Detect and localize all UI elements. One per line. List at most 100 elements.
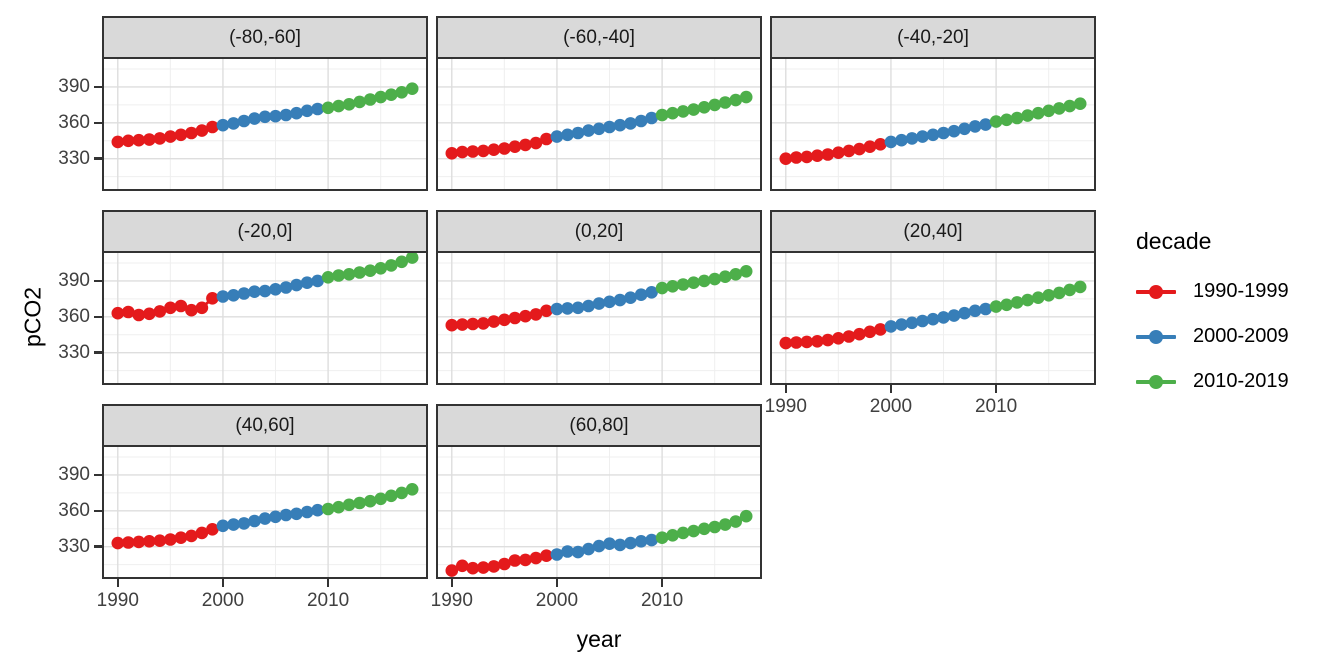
data-point xyxy=(143,535,156,548)
data-point xyxy=(122,305,135,319)
y-axis-tick xyxy=(94,157,102,160)
data-point xyxy=(227,518,240,531)
y-axis-tick xyxy=(94,351,102,354)
data-point xyxy=(508,311,522,325)
data-point xyxy=(174,128,188,142)
data-point xyxy=(550,130,564,143)
data-point xyxy=(321,271,335,284)
data-point xyxy=(174,531,188,544)
data-point xyxy=(947,124,961,138)
data-point xyxy=(676,278,690,291)
x-axis-tick-label: 2010 xyxy=(306,590,350,611)
data-point xyxy=(718,96,732,109)
x-axis-tick xyxy=(450,579,453,587)
facet-panel: 390 360 330 1990 2000 2010 xyxy=(58,445,428,611)
data-point xyxy=(540,132,553,146)
data-point xyxy=(561,302,574,315)
data-point xyxy=(645,286,658,299)
data-point xyxy=(779,152,793,165)
data-point xyxy=(498,142,511,155)
data-point xyxy=(248,285,261,298)
facet-8: (60,80] 1990 2000 2010 xyxy=(431,404,762,611)
data-point xyxy=(874,323,887,336)
facet-strip-label: (-40,-20] xyxy=(770,16,1096,59)
data-point xyxy=(592,297,606,310)
data-point xyxy=(708,520,721,534)
data-point xyxy=(634,114,648,128)
data-point xyxy=(290,106,303,120)
data-point xyxy=(300,104,314,118)
data-point xyxy=(926,312,940,326)
data-point xyxy=(300,276,314,289)
data-point xyxy=(958,122,971,136)
y-axis-tick-label: 330 xyxy=(58,535,90,557)
data-point xyxy=(487,315,501,328)
y-axis-tick xyxy=(94,85,102,89)
facet-3: (-40,-20] xyxy=(770,16,1096,191)
facet-1: (-80,-60] 390 360 330 xyxy=(58,16,428,191)
data-point xyxy=(687,276,700,289)
data-point xyxy=(811,149,824,162)
x-axis-tick-label: 2010 xyxy=(974,396,1018,417)
facet-plot-area xyxy=(770,251,1096,385)
data-point xyxy=(1000,113,1013,127)
data-point xyxy=(937,126,950,140)
facet-strip-label: (40,60] xyxy=(102,404,428,447)
legend-entry-2000-2009: 2000-2009 xyxy=(1136,314,1289,359)
data-point xyxy=(206,120,219,134)
data-point xyxy=(645,111,658,125)
data-point xyxy=(958,306,971,320)
data-point xyxy=(687,524,700,538)
data-point xyxy=(655,281,669,295)
data-point xyxy=(248,514,261,528)
facet-strip-label: (-60,-40] xyxy=(436,16,762,59)
legend-key-line-point-icon xyxy=(1136,284,1176,299)
data-point xyxy=(206,523,219,536)
data-point xyxy=(321,101,335,115)
x-axis-tick xyxy=(221,579,225,587)
data-point xyxy=(582,124,595,137)
data-point xyxy=(989,300,1003,313)
data-point xyxy=(477,561,490,574)
data-point xyxy=(655,531,669,544)
data-point xyxy=(384,88,398,101)
data-point xyxy=(1010,296,1024,309)
data-point xyxy=(258,512,272,525)
data-point xyxy=(832,332,845,345)
data-point xyxy=(603,295,616,309)
facet-2: (-60,-40] xyxy=(436,16,762,191)
x-axis-tick-label: 2000 xyxy=(201,590,245,611)
data-point xyxy=(739,509,753,523)
data-point xyxy=(1021,293,1034,307)
data-point xyxy=(790,336,803,349)
facet-4: (-20,0] 390 360 330 xyxy=(58,210,428,385)
data-point xyxy=(111,135,125,149)
facet-panel xyxy=(436,57,762,191)
data-point xyxy=(1052,102,1066,115)
data-point xyxy=(832,146,845,159)
data-point xyxy=(206,292,219,305)
data-point xyxy=(342,498,356,512)
data-point xyxy=(374,492,388,506)
y-axis-title: pCO2 xyxy=(19,286,46,348)
data-point xyxy=(185,303,198,317)
data-point xyxy=(374,90,388,104)
data-point xyxy=(676,105,690,118)
legend-title: decade xyxy=(1136,228,1212,254)
data-point xyxy=(729,515,742,528)
data-point xyxy=(592,539,606,553)
data-point xyxy=(477,317,490,330)
facet-6: (20,40] 1990 2000 2010 xyxy=(765,210,1096,417)
data-point xyxy=(300,505,314,519)
data-point xyxy=(561,545,574,558)
data-point xyxy=(342,98,356,111)
data-point xyxy=(164,301,177,315)
legend: decade 1990-1999 2000-2009 2010-2019 xyxy=(1136,228,1289,404)
data-point xyxy=(195,124,209,137)
legend-entry-2010-2019: 2010-2019 xyxy=(1136,359,1289,404)
data-point xyxy=(708,272,721,286)
data-point xyxy=(466,317,480,331)
data-point xyxy=(529,551,543,565)
data-point xyxy=(529,136,543,150)
